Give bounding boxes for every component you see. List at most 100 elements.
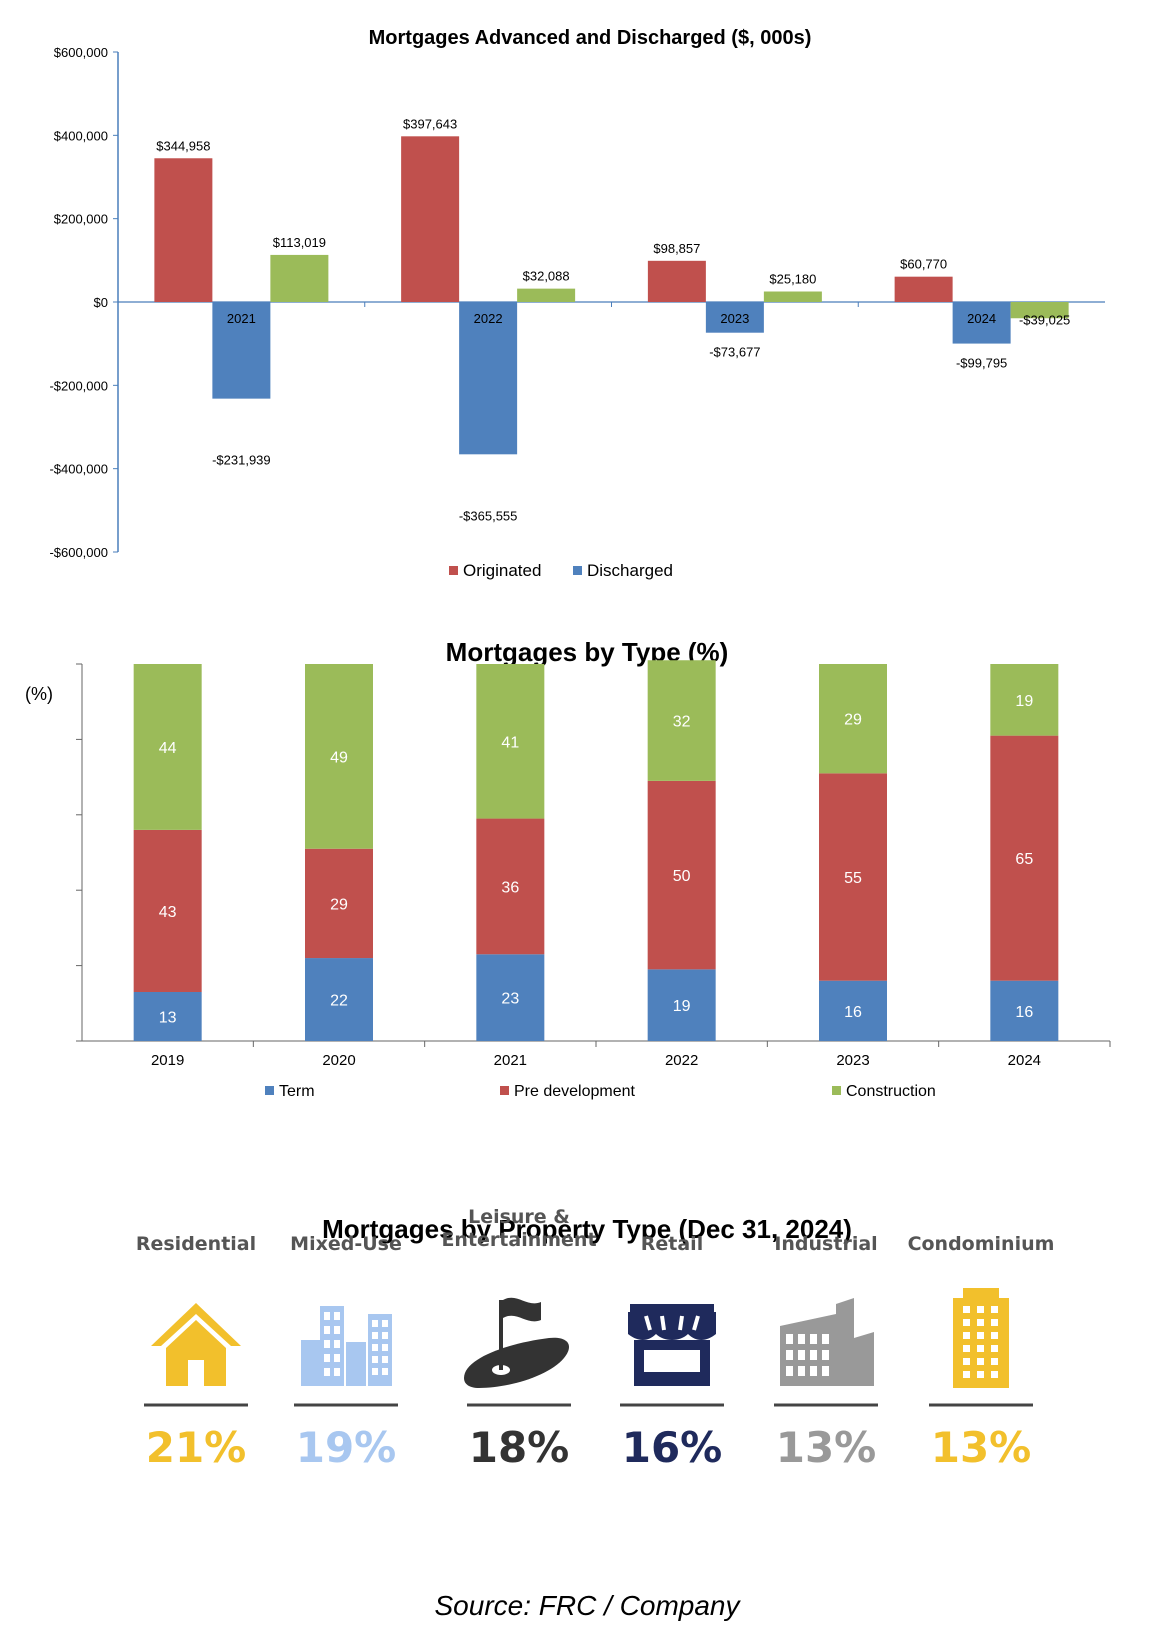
x-tick-label: 2023 <box>836 1052 869 1069</box>
bar-originated-2024 <box>894 276 953 302</box>
legend-swatch <box>500 1086 509 1095</box>
segment-label: 13 <box>159 1009 177 1026</box>
bar-discharged-2022 <box>459 302 518 455</box>
legend-label: Term <box>279 1083 315 1100</box>
x-tick-label: 2019 <box>151 1052 184 1069</box>
bar-originated-2023 <box>647 260 706 302</box>
segment-label: 49 <box>330 749 348 766</box>
x-tick-label: 2021 <box>494 1052 527 1069</box>
mortgages-by-type-chart: Mortgages by Type (%) (%) 13434420192229… <box>25 637 1111 1100</box>
factory-icon <box>780 1298 874 1386</box>
bar-term-2023 <box>819 980 887 1041</box>
bar-construction-2023 <box>819 664 887 774</box>
legend-label: Discharged <box>587 561 673 580</box>
bar-discharged-2024 <box>952 302 1011 344</box>
segment-label: 29 <box>330 896 348 913</box>
property-type-percent: 16% <box>622 1423 723 1472</box>
category-label: 2021 <box>227 311 256 326</box>
bar-series3-2023 <box>763 291 822 302</box>
source-note: Source: FRC / Company <box>434 1590 740 1621</box>
bar-term-2020 <box>305 958 373 1041</box>
y-tick-label: -$600,000 <box>49 545 108 560</box>
chart2-ylabel: (%) <box>25 684 53 704</box>
property-type-label: Residential <box>136 1233 256 1255</box>
segment-label: 44 <box>159 740 177 757</box>
bar-pre-development-2019 <box>133 829 202 992</box>
property-type-label: Mixed-Use <box>290 1233 402 1255</box>
property-type-label: Leisure & <box>468 1206 570 1228</box>
data-label: -$39,025 <box>1019 312 1070 327</box>
buildings-icon <box>301 1306 392 1386</box>
segment-label: 16 <box>844 1004 862 1021</box>
bar-construction-2020 <box>305 664 373 849</box>
property-type-percent: 18% <box>469 1423 570 1472</box>
y-tick-label: -$200,000 <box>49 378 108 393</box>
bar-pre-development-2024 <box>990 735 1059 981</box>
property-type-percent: 13% <box>931 1423 1032 1472</box>
x-tick-label: 2020 <box>322 1052 355 1069</box>
data-label: $98,857 <box>653 241 700 256</box>
property-type-label: Retail <box>641 1233 703 1255</box>
chart1-title: Mortgages Advanced and Discharged ($, 00… <box>369 27 812 49</box>
bar-term-2019 <box>133 991 202 1041</box>
property-type-label: Condominium <box>908 1233 1055 1255</box>
legend-label: Originated <box>463 561 541 580</box>
property-type-label: Industrial <box>774 1233 877 1255</box>
bar-discharged-2023 <box>705 302 764 333</box>
bar-pre-development-2022 <box>647 780 716 970</box>
bar-construction-2021 <box>476 664 545 819</box>
segment-label: 16 <box>1015 1004 1033 1021</box>
tower-icon <box>953 1288 1009 1388</box>
bar-series3-2022 <box>517 288 576 302</box>
segment-label: 36 <box>501 879 519 896</box>
bar-originated-2021 <box>154 158 213 302</box>
bar-term-2022 <box>647 969 716 1041</box>
legend-swatch <box>832 1086 841 1095</box>
property-type-label: Entertainment <box>441 1229 596 1251</box>
bar-series3-2021 <box>270 254 329 302</box>
data-label: $25,180 <box>769 272 816 287</box>
category-label: 2022 <box>474 311 503 326</box>
legend-label: Pre development <box>514 1083 636 1100</box>
house-icon <box>151 1303 241 1386</box>
property-type-percent: 21% <box>146 1423 247 1472</box>
bar-term-2024 <box>990 980 1059 1041</box>
segment-label: 22 <box>330 993 348 1010</box>
legend-label: Construction <box>846 1083 936 1100</box>
segment-label: 19 <box>673 998 691 1015</box>
legend-swatch <box>573 566 582 575</box>
data-label: $113,019 <box>273 235 326 250</box>
storefront-icon <box>628 1304 716 1386</box>
x-tick-label: 2024 <box>1008 1052 1041 1069</box>
segment-label: 19 <box>1015 693 1033 710</box>
category-label: 2023 <box>720 311 749 326</box>
y-tick-label: $400,000 <box>54 128 108 143</box>
data-label: -$73,677 <box>709 345 760 360</box>
golf-flag-icon <box>464 1297 569 1388</box>
bar-pre-development-2023 <box>819 773 887 981</box>
bar-discharged-2021 <box>212 302 271 399</box>
data-label: $344,958 <box>156 138 210 153</box>
y-tick-label: $0 <box>94 295 108 310</box>
x-tick-label: 2022 <box>665 1052 698 1069</box>
segment-label: 65 <box>1015 851 1033 868</box>
data-label: -$99,795 <box>956 356 1007 371</box>
bar-pre-development-2021 <box>476 818 545 955</box>
bar-originated-2022 <box>401 136 460 302</box>
bar-pre-development-2020 <box>305 848 373 959</box>
bar-construction-2024 <box>990 664 1059 736</box>
category-label: 2024 <box>967 311 996 326</box>
data-label: $397,643 <box>403 116 457 131</box>
segment-label: 29 <box>844 712 862 729</box>
data-label: -$231,939 <box>212 453 271 468</box>
segment-label: 43 <box>159 904 177 921</box>
segment-label: 55 <box>844 870 862 887</box>
data-label: $32,088 <box>523 269 570 284</box>
property-type-panel: Mortgages by Property Type (Dec 31, 2024… <box>136 1206 1055 1472</box>
bar-construction-2022 <box>647 660 716 781</box>
y-tick-label: -$400,000 <box>49 462 108 477</box>
segment-label: 50 <box>673 868 691 885</box>
property-title: Mortgages by Property Type (Dec 31, 2024… <box>322 1214 852 1244</box>
data-label: $60,770 <box>900 257 947 272</box>
data-label: -$365,555 <box>459 508 518 523</box>
